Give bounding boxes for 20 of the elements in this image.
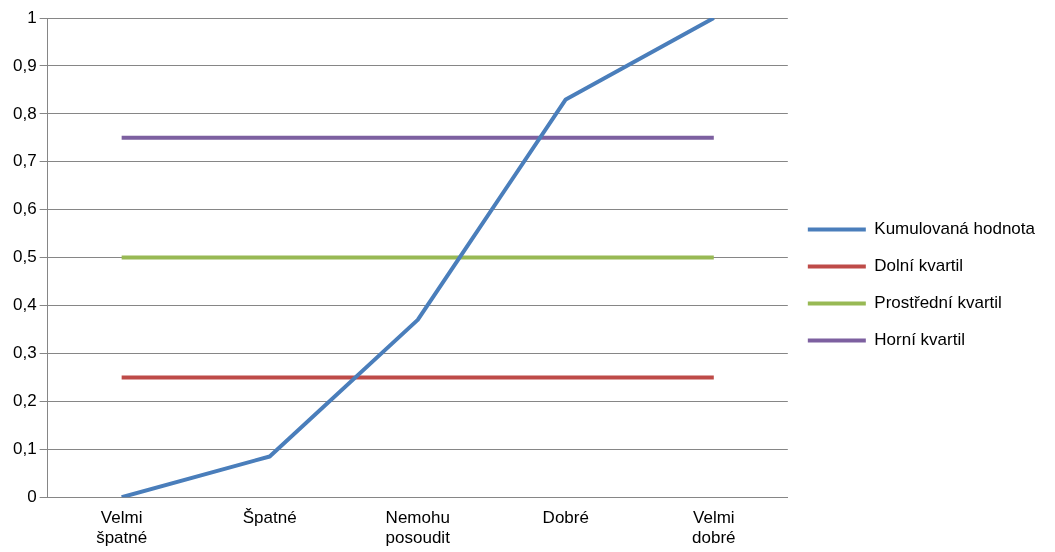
y-tick-label: 1 [27,7,37,27]
x-tick-label: Velmi dobré [692,508,736,548]
y-tick-label: 0,1 [12,438,37,458]
x-tick-label: Špatné [242,508,297,528]
y-tick-label: 0,8 [12,103,37,123]
y-tick-label: 0,3 [12,343,37,363]
legend-label: Dolní kvartil [874,256,964,276]
legend-label: Prostřední kvartil [874,293,1002,313]
legend-label: Kumulovaná hodnota [874,219,1036,239]
legend-label: Horní kvartil [874,330,966,350]
y-tick-label: 0,6 [12,199,37,219]
x-tick-label: Velmi špatné [96,508,148,548]
y-tick-label: 0 [27,486,37,506]
x-tick-label: Dobré [542,508,589,528]
y-tick-label: 0,9 [12,55,37,75]
y-tick-label: 0,7 [12,151,37,171]
y-tick-label: 0,5 [12,247,37,267]
y-tick-label: 0,4 [12,295,37,315]
x-tick-label: Nemohu posoudit [385,508,451,548]
y-tick-label: 0,2 [12,391,37,411]
